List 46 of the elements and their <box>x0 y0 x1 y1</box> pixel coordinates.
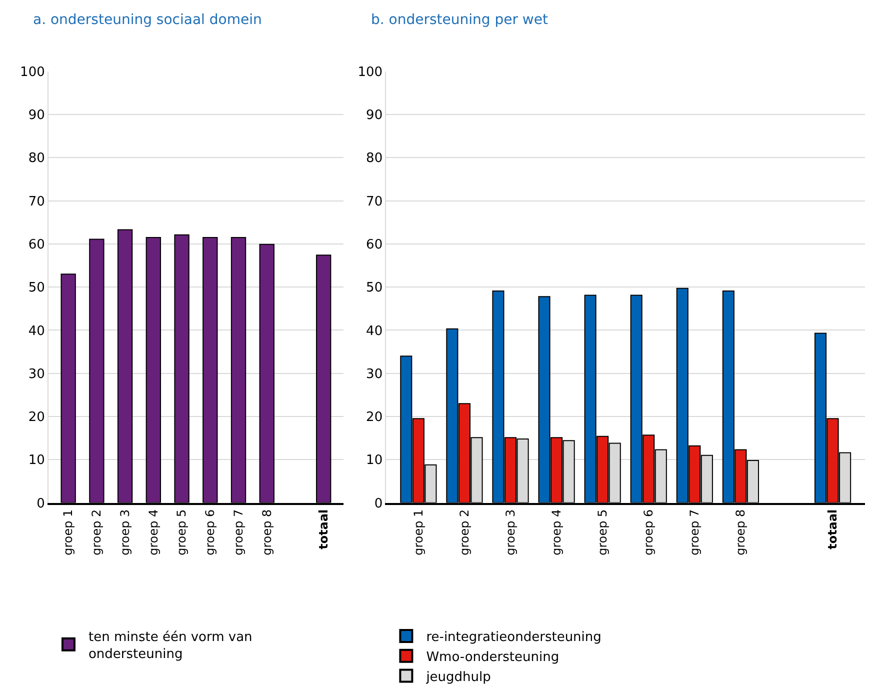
x-tick-label: totaal <box>826 509 840 550</box>
y-tick-label: 70 <box>366 194 383 210</box>
x-tick-label: groep 3 <box>503 509 518 556</box>
x-tick-label: groep 5 <box>595 509 610 556</box>
y-tick-label: 0 <box>36 496 45 512</box>
x-tick-label: groep 2 <box>457 509 472 556</box>
x-tick-label: groep 7 <box>231 509 246 556</box>
chart-title: a. ondersteuning sociaal domein <box>33 12 262 28</box>
y-tick-label: 90 <box>366 108 383 124</box>
y-tick-label: 50 <box>28 280 45 296</box>
y-tick-label: 90 <box>28 108 45 124</box>
legend-label: Wmo-ondersteuning <box>426 650 560 665</box>
y-tick-label: 100 <box>20 64 45 80</box>
legend-label: jeugdhulp <box>425 670 491 685</box>
legend-label: re-integratieondersteuning <box>426 630 602 646</box>
y-tick-label: 10 <box>28 453 45 468</box>
x-tick-label: groep 6 <box>203 509 218 556</box>
legend-label: ten minste één vorm van ondersteuning <box>88 630 252 662</box>
x-tick-label: groep 4 <box>146 509 160 556</box>
y-tick-label: 0 <box>374 496 383 512</box>
y-tick-label: 30 <box>28 366 45 382</box>
y-tick-label: 10 <box>366 453 383 468</box>
x-tick-label: groep 1 <box>411 509 426 556</box>
x-tick-label: groep 3 <box>118 509 132 556</box>
x-tick-label: totaal <box>316 509 330 550</box>
x-tick-label: groep 7 <box>688 509 702 556</box>
x-tick-label: groep 8 <box>260 509 274 556</box>
x-tick-label: groep 4 <box>549 509 564 556</box>
y-tick-label: 60 <box>28 237 45 252</box>
x-tick-label: groep 5 <box>174 509 189 556</box>
x-tick-label: groep 2 <box>90 509 104 556</box>
chart-title: b. ondersteuning per wet <box>371 12 548 28</box>
y-tick-label: 20 <box>366 410 383 426</box>
x-tick-label: groep 1 <box>61 509 76 556</box>
y-tick-label: 60 <box>366 237 383 252</box>
y-tick-label: 20 <box>28 410 45 426</box>
y-tick-label: 100 <box>358 64 383 80</box>
y-tick-label: 30 <box>366 366 383 382</box>
y-tick-label: 80 <box>366 151 383 166</box>
y-tick-label: 40 <box>366 324 383 339</box>
y-tick-label: 70 <box>28 194 45 210</box>
x-tick-label: groep 8 <box>734 509 748 556</box>
y-tick-label: 40 <box>28 324 45 339</box>
y-tick-label: 80 <box>28 151 45 166</box>
x-tick-label: groep 6 <box>642 509 656 556</box>
y-tick-label: 50 <box>366 280 383 296</box>
